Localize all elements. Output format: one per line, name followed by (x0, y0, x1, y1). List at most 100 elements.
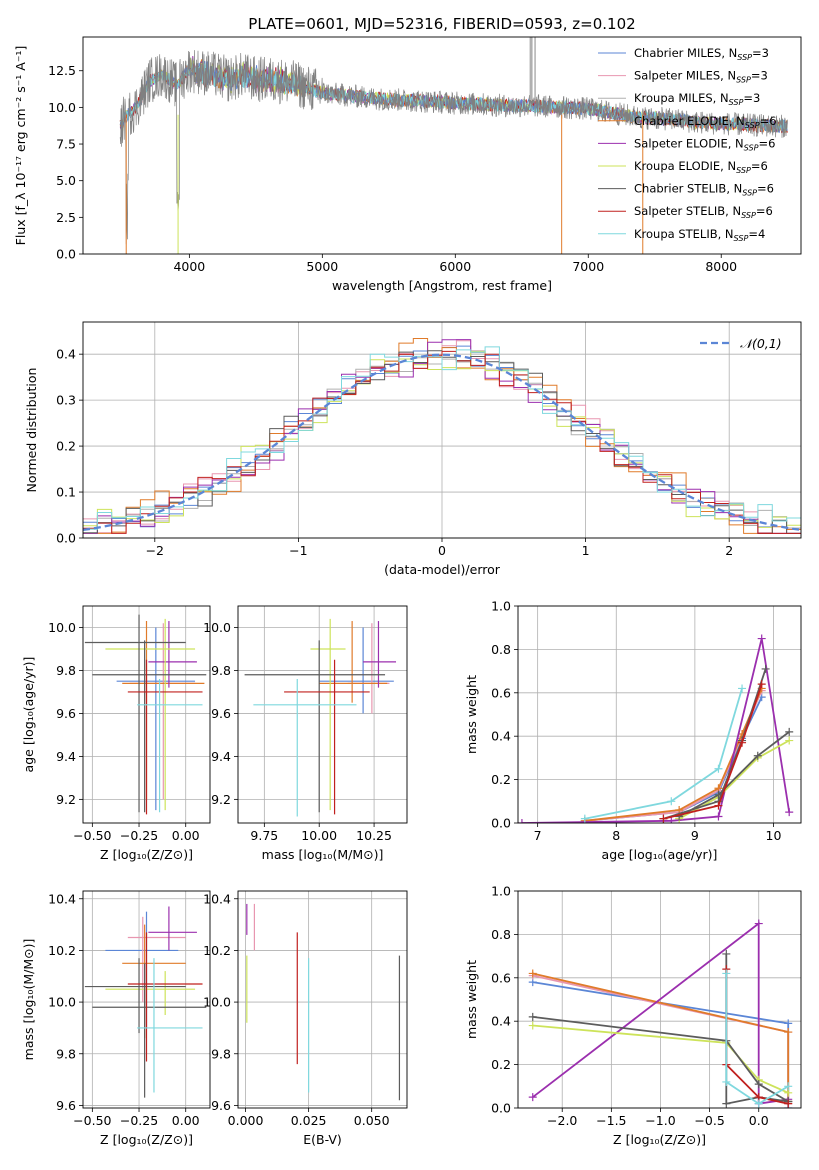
data-point-marker (757, 680, 766, 689)
x-axis-label: Z [log₁₀(Z/Z⊙)] (613, 1132, 706, 1147)
data-point-marker (528, 1012, 537, 1021)
spectrum-frame (82, 36, 802, 255)
y-tick-label: 10.0 (48, 995, 76, 1010)
legend-entry: Kroupa MILES, NSSP=3 (634, 91, 760, 107)
figure-title: PLATE=0601, MJD=52316, FIBERID=0593, z=0… (248, 15, 635, 33)
mass-weight-vs-Z-plot-area (528, 919, 793, 1108)
x-tick-label: 6000 (439, 259, 471, 274)
spectrum-plot-area (119, 37, 788, 254)
y-tick-label: 7.5 (56, 137, 76, 152)
data-point-marker (714, 764, 723, 773)
y-axis-label: Flux [f_λ 10⁻¹⁷ erg cm⁻² s⁻¹ A⁻¹] (13, 46, 28, 246)
legend-entry: Kroupa ELODIE, NSSP=6 (634, 159, 768, 175)
series-line (584, 688, 743, 820)
x-tick-label: −1.5 (596, 1113, 626, 1128)
x-tick-label: 7 (534, 828, 542, 843)
histogram-step (83, 346, 801, 530)
y-tick-label: 1.0 (491, 599, 511, 614)
y-tick-label: 9.2 (56, 792, 76, 807)
data-point-marker (580, 814, 589, 823)
legend-entry: Kroupa STELIB, NSSP=4 (634, 227, 765, 243)
x-tick-label: 4000 (173, 259, 205, 274)
y-tick-label: 10.2 (203, 943, 231, 958)
mass-weight-vs-age-plot-area (518, 634, 794, 823)
y-tick-label: 1.0 (491, 884, 511, 899)
data-point-marker (667, 797, 676, 806)
x-axis-label: mass [log₁₀(M/M⊙)] (262, 847, 384, 862)
data-point-marker (722, 1099, 731, 1108)
x-axis-label: Z [log₁₀(Z/Z⊙)] (100, 1132, 193, 1147)
data-point-marker (722, 969, 731, 978)
legend-entry: 𝒩(0,1) (740, 336, 782, 351)
y-tick-label: 2.5 (56, 210, 76, 225)
mass-weight-vs-age-frame (517, 605, 802, 824)
age-vs-mass-frame (237, 605, 408, 824)
data-point-marker (659, 814, 668, 823)
series-line (521, 638, 791, 823)
series-line (663, 683, 763, 820)
series-line (725, 973, 789, 1105)
x-axis-label: wavelength [Angstrom, rest frame] (332, 278, 552, 293)
data-spectrum-line (119, 50, 788, 245)
y-tick-label: 0.2 (56, 439, 76, 454)
y-tick-label: 0.0 (491, 1101, 511, 1116)
y-tick-label: 0.6 (491, 685, 511, 700)
mass-vs-Z-frame (82, 890, 211, 1109)
data-point-marker (784, 1099, 793, 1108)
data-point-marker (784, 1019, 793, 1028)
y-tick-label: 10.0 (48, 620, 76, 635)
age-vs-Z-frame (82, 605, 211, 824)
x-axis-label: Z [log₁₀(Z/Z⊙)] (100, 847, 193, 862)
y-tick-label: 9.4 (56, 749, 76, 764)
data-point-marker (714, 801, 723, 810)
legend-entry: Salpeter STELIB, NSSP=6 (634, 204, 773, 220)
x-tick-label: 0.0 (749, 1113, 769, 1128)
y-axis-label: mass [log₁₀(M/M⊙)] (21, 939, 36, 1061)
data-point-marker (738, 738, 747, 747)
legend-entry: Salpeter MILES, NSSP=3 (634, 69, 768, 85)
data-point-marker (754, 1080, 763, 1089)
data-point-marker (528, 1093, 537, 1102)
y-tick-label: 0.2 (491, 1057, 511, 1072)
age-vs-mass-plot-area (244, 618, 397, 817)
y-tick-label: 10.0 (203, 995, 231, 1010)
x-tick-label: 10.25 (356, 828, 392, 843)
x-tick-label: 9.75 (250, 828, 278, 843)
series-line (532, 921, 789, 1105)
mass-vs-Z-plot-area (84, 906, 207, 1098)
x-tick-label: 2 (725, 543, 733, 558)
series-line (532, 1016, 789, 1103)
x-tick-label: −0.50 (73, 1113, 111, 1128)
data-point-marker (784, 1028, 793, 1037)
y-tick-label: 9.8 (56, 1046, 76, 1061)
x-tick-label: 0.050 (354, 1113, 390, 1128)
data-point-marker (761, 664, 770, 673)
legend-entry: Chabrier ELODIE, NSSP=6 (634, 114, 777, 130)
x-tick-label: −2.0 (547, 1113, 577, 1128)
x-tick-label: −0.50 (73, 828, 111, 843)
mass-vs-ebv-plot-area (246, 903, 401, 1101)
y-axis-label: Normed distribution (24, 368, 39, 493)
age-vs-Z-plot-area (84, 614, 207, 815)
legend-entry: Chabrier MILES, NSSP=3 (634, 46, 769, 62)
data-point-marker (528, 1021, 537, 1030)
x-tick-label: −1.0 (645, 1113, 675, 1128)
residuals-frame (82, 321, 802, 539)
y-tick-label: 10.2 (48, 943, 76, 958)
x-tick-label: 9 (691, 828, 699, 843)
mass-vs-ebv-frame (237, 890, 408, 1109)
y-axis-label: age [log₁₀(age/yr)] (21, 657, 36, 773)
x-axis-label: age [log₁₀(age/yr)] (602, 847, 718, 862)
y-tick-label: 0.2 (491, 772, 511, 787)
y-tick-label: 9.4 (211, 749, 231, 764)
x-tick-label: 1 (582, 543, 590, 558)
y-tick-label: 12.5 (48, 63, 76, 78)
data-point-marker (785, 736, 794, 745)
x-tick-label: −0.25 (120, 828, 158, 843)
x-tick-label: 7000 (572, 259, 604, 274)
y-tick-label: 0.4 (491, 729, 511, 744)
y-tick-label: 0.0 (491, 816, 511, 831)
data-point-marker (784, 1082, 793, 1091)
data-point-marker (714, 812, 723, 821)
